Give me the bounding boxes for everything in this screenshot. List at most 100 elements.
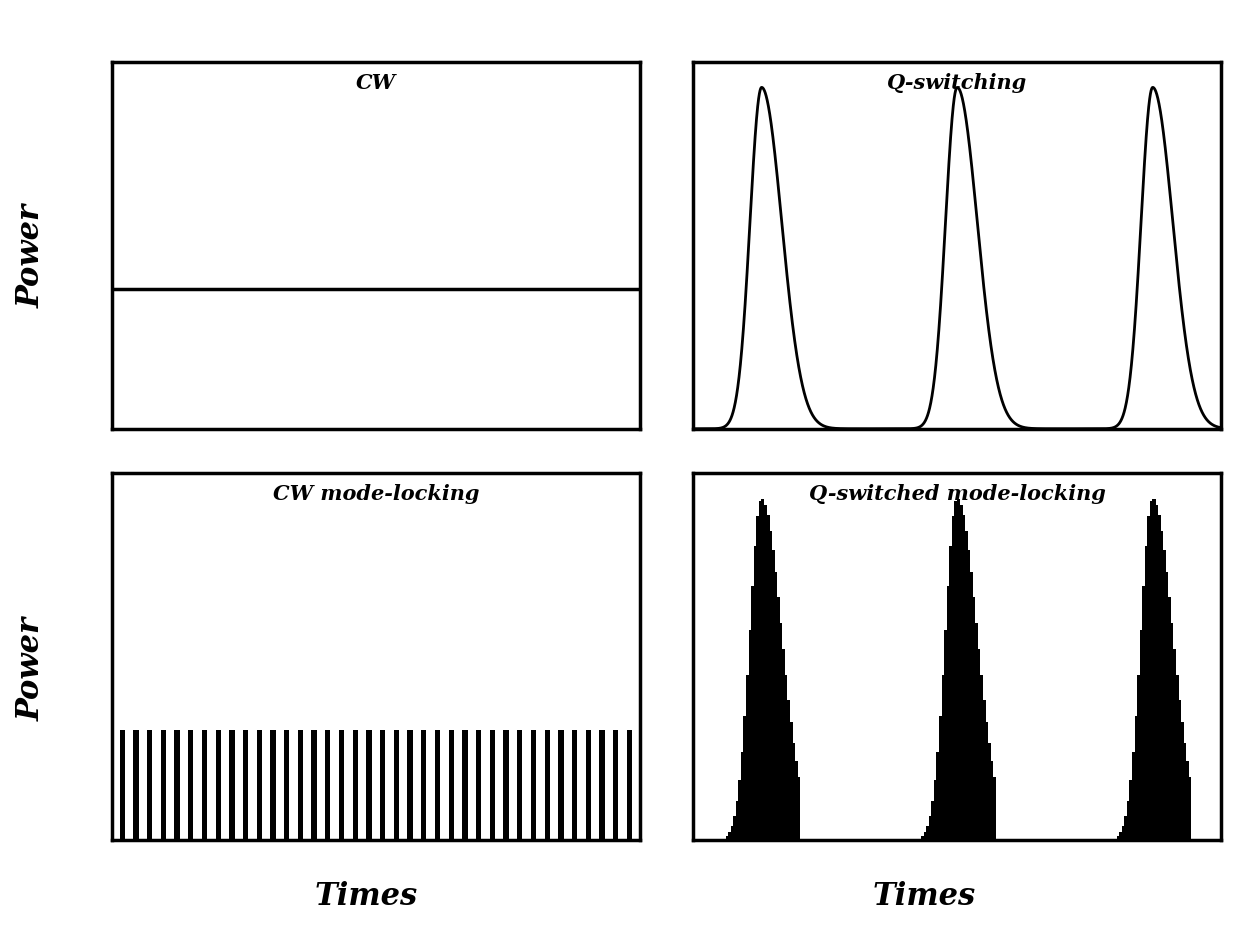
Bar: [952, 516, 955, 840]
Bar: [1122, 826, 1125, 840]
Bar: [627, 730, 632, 840]
Bar: [311, 730, 316, 840]
Text: Q-switched mode-locking: Q-switched mode-locking: [808, 484, 1106, 504]
Bar: [949, 547, 952, 840]
Bar: [202, 730, 207, 840]
Bar: [1120, 832, 1122, 840]
Bar: [955, 500, 957, 840]
Bar: [1142, 586, 1146, 840]
Bar: [435, 730, 440, 840]
Bar: [284, 730, 289, 840]
Bar: [939, 716, 942, 840]
Bar: [161, 730, 166, 840]
Bar: [119, 730, 125, 840]
Bar: [257, 730, 262, 840]
Bar: [1149, 500, 1153, 840]
Text: Q-switching: Q-switching: [887, 73, 1027, 93]
Bar: [771, 550, 775, 840]
Bar: [1185, 761, 1189, 840]
Bar: [781, 649, 785, 840]
Bar: [749, 630, 751, 840]
Bar: [985, 722, 988, 840]
Bar: [1161, 530, 1163, 840]
Bar: [733, 816, 737, 840]
Bar: [394, 730, 399, 840]
Bar: [613, 730, 619, 840]
Bar: [756, 516, 759, 840]
Bar: [924, 832, 926, 840]
Bar: [779, 623, 782, 840]
Bar: [987, 743, 991, 840]
Bar: [795, 761, 797, 840]
Bar: [1178, 699, 1180, 840]
Text: Power: Power: [15, 204, 47, 308]
Bar: [1147, 516, 1151, 840]
Bar: [148, 730, 153, 840]
Bar: [422, 730, 427, 840]
Bar: [936, 752, 940, 840]
Text: Times: Times: [314, 882, 418, 912]
Bar: [339, 730, 345, 840]
Bar: [585, 730, 591, 840]
Bar: [1125, 816, 1127, 840]
Bar: [1145, 547, 1148, 840]
Bar: [1132, 752, 1135, 840]
Bar: [970, 572, 972, 840]
Bar: [774, 572, 777, 840]
Bar: [746, 675, 749, 840]
Bar: [761, 499, 765, 840]
Bar: [738, 780, 742, 840]
Bar: [1130, 780, 1132, 840]
Text: Times: Times: [872, 882, 976, 912]
Bar: [926, 826, 930, 840]
Bar: [965, 530, 967, 840]
Bar: [797, 777, 800, 840]
Bar: [572, 730, 578, 840]
Bar: [941, 675, 945, 840]
Bar: [517, 730, 522, 840]
Bar: [766, 515, 770, 840]
Bar: [759, 500, 761, 840]
Text: Power: Power: [15, 617, 47, 721]
Bar: [270, 730, 275, 840]
Bar: [1183, 743, 1187, 840]
Bar: [1127, 801, 1130, 840]
Bar: [558, 730, 564, 840]
Bar: [243, 730, 248, 840]
Bar: [730, 826, 734, 840]
Bar: [1117, 836, 1120, 840]
Bar: [1135, 716, 1138, 840]
Bar: [967, 550, 970, 840]
Bar: [229, 730, 234, 840]
Bar: [463, 730, 467, 840]
Bar: [1163, 550, 1166, 840]
Bar: [379, 730, 386, 840]
Bar: [946, 586, 950, 840]
Bar: [503, 730, 508, 840]
Bar: [188, 730, 193, 840]
Bar: [1176, 675, 1178, 840]
Bar: [754, 547, 756, 840]
Bar: [325, 730, 331, 840]
Text: CW mode-locking: CW mode-locking: [273, 484, 479, 504]
Bar: [1180, 722, 1184, 840]
Bar: [921, 836, 924, 840]
Bar: [764, 505, 768, 840]
Bar: [960, 505, 962, 840]
Bar: [1154, 505, 1158, 840]
Bar: [787, 699, 790, 840]
Bar: [742, 752, 744, 840]
Bar: [408, 730, 413, 840]
Bar: [449, 730, 454, 840]
Bar: [133, 730, 139, 840]
Bar: [957, 499, 960, 840]
Bar: [944, 630, 947, 840]
Bar: [216, 730, 221, 840]
Bar: [1152, 499, 1156, 840]
Bar: [934, 780, 937, 840]
Bar: [929, 816, 932, 840]
Bar: [751, 586, 754, 840]
Bar: [744, 716, 746, 840]
Bar: [992, 777, 996, 840]
Bar: [476, 730, 481, 840]
